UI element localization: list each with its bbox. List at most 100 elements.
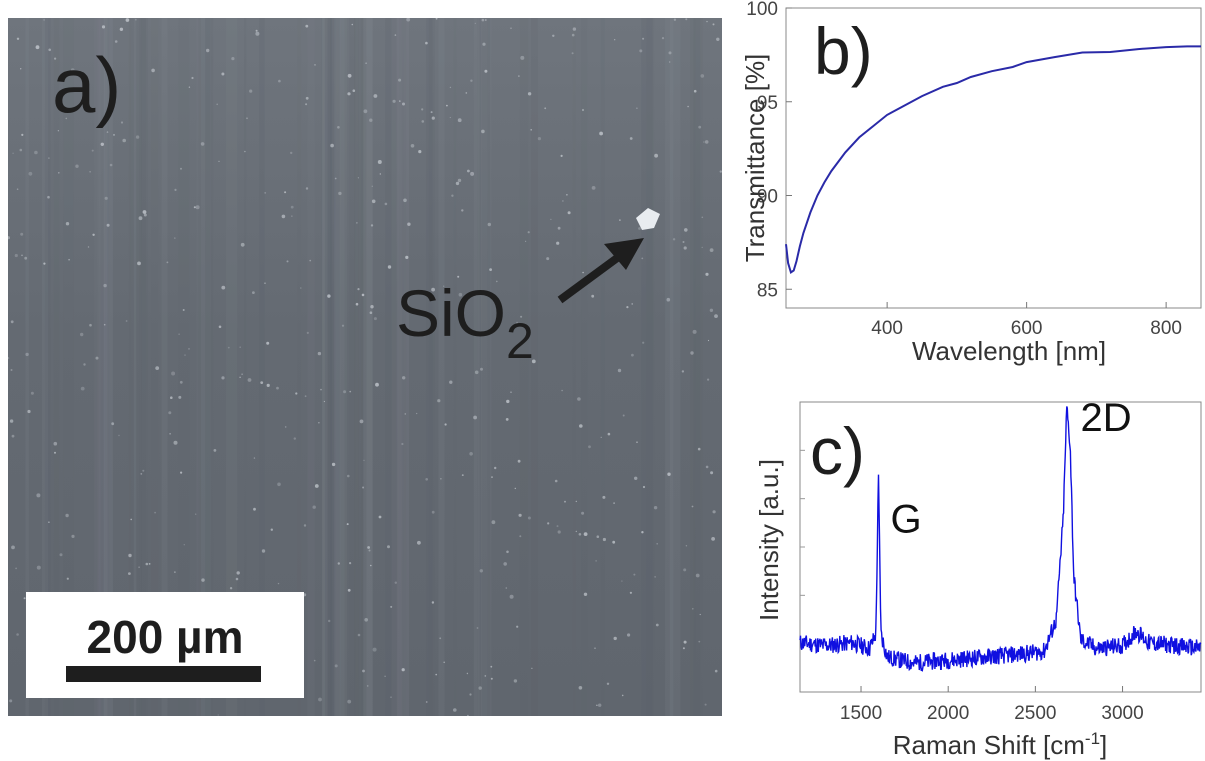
peak-label-g: G — [890, 498, 921, 542]
texture-speck — [490, 666, 492, 668]
texture-speck — [599, 132, 603, 136]
texture-speck — [380, 173, 381, 174]
texture-speck — [371, 224, 373, 226]
texture-speck — [48, 521, 50, 523]
texture-speck — [588, 445, 591, 448]
texture-speck — [294, 437, 296, 439]
texture-speck — [544, 107, 546, 109]
texture-speck — [348, 74, 352, 78]
texture-speck — [584, 532, 588, 536]
texture-speck — [473, 416, 477, 420]
x-tick-label: 800 — [1150, 318, 1182, 339]
texture-speck — [66, 222, 69, 225]
texture-speck — [708, 340, 709, 341]
texture-speck — [581, 512, 584, 515]
texture-speck — [422, 120, 425, 123]
texture-speck — [320, 389, 322, 391]
texture-speck — [503, 562, 507, 566]
texture-speck — [58, 130, 59, 131]
texture-speck — [363, 460, 364, 461]
texture-speck — [506, 418, 509, 421]
texture-streak — [361, 18, 364, 716]
texture-speck — [405, 256, 408, 259]
texture-streak — [426, 18, 432, 716]
texture-speck — [92, 234, 94, 236]
texture-speck — [480, 569, 483, 572]
texture-speck — [335, 664, 338, 667]
texture-speck — [407, 223, 410, 226]
texture-speck — [241, 374, 242, 375]
texture-streak — [601, 18, 605, 716]
texture-speck — [425, 42, 428, 45]
texture-speck — [142, 470, 144, 472]
texture-speck — [713, 510, 716, 513]
texture-speck — [330, 144, 334, 148]
texture-speck — [684, 641, 687, 644]
texture-speck — [67, 578, 69, 580]
texture-speck — [467, 673, 468, 674]
texture-speck — [706, 466, 709, 469]
texture-speck — [21, 134, 23, 136]
texture-speck — [313, 506, 316, 509]
texture-speck — [469, 452, 473, 456]
texture-speck — [711, 537, 715, 541]
texture-speck — [531, 668, 532, 669]
texture-speck — [113, 134, 115, 136]
texture-speck — [138, 567, 139, 568]
texture-speck — [573, 27, 576, 30]
texture-speck — [307, 332, 309, 334]
texture-speck — [318, 422, 319, 423]
texture-speck — [446, 105, 448, 107]
texture-speck — [579, 686, 583, 690]
panel-a-label: a) — [52, 46, 121, 124]
texture-speck — [451, 195, 453, 197]
texture-speck — [698, 126, 701, 129]
texture-speck — [266, 342, 269, 345]
texture-speck — [365, 62, 367, 64]
texture-speck — [364, 109, 368, 113]
texture-speck — [356, 222, 357, 223]
texture-speck — [80, 333, 83, 336]
texture-speck — [552, 35, 554, 37]
texture-speck — [684, 246, 687, 249]
texture-speck — [130, 519, 132, 521]
texture-speck — [469, 693, 471, 695]
x-tick-label: 400 — [871, 318, 903, 339]
texture-streak — [385, 18, 391, 716]
texture-speck — [135, 19, 136, 20]
texture-speck — [357, 288, 359, 290]
texture-speck — [706, 21, 707, 22]
texture-speck — [690, 351, 693, 354]
texture-speck — [466, 92, 468, 94]
texture-speck — [440, 478, 442, 480]
texture-speck — [375, 383, 379, 387]
texture-speck — [636, 107, 638, 109]
texture-speck — [144, 214, 147, 217]
texture-speck — [631, 354, 634, 357]
texture-speck — [168, 411, 171, 414]
texture-speck — [180, 472, 182, 474]
texture-speck — [327, 294, 330, 297]
texture-speck — [11, 546, 15, 550]
texture-speck — [318, 352, 321, 355]
texture-speck — [12, 153, 13, 154]
texture-speck — [15, 254, 18, 257]
texture-speck — [654, 576, 655, 577]
texture-speck — [305, 395, 307, 397]
texture-speck — [260, 381, 263, 384]
texture-speck — [314, 660, 316, 662]
texture-speck — [304, 524, 306, 526]
texture-speck — [702, 247, 703, 248]
texture-speck — [342, 325, 344, 327]
texture-speck — [178, 334, 179, 335]
texture-speck — [353, 89, 356, 92]
texture-speck — [432, 601, 434, 603]
texture-speck — [20, 233, 23, 236]
texture-speck — [402, 668, 405, 671]
texture-speck — [445, 423, 447, 425]
texture-speck — [713, 23, 715, 25]
texture-speck — [401, 443, 403, 445]
texture-speck — [685, 18, 687, 20]
texture-speck — [306, 187, 308, 189]
texture-speck — [547, 522, 549, 524]
